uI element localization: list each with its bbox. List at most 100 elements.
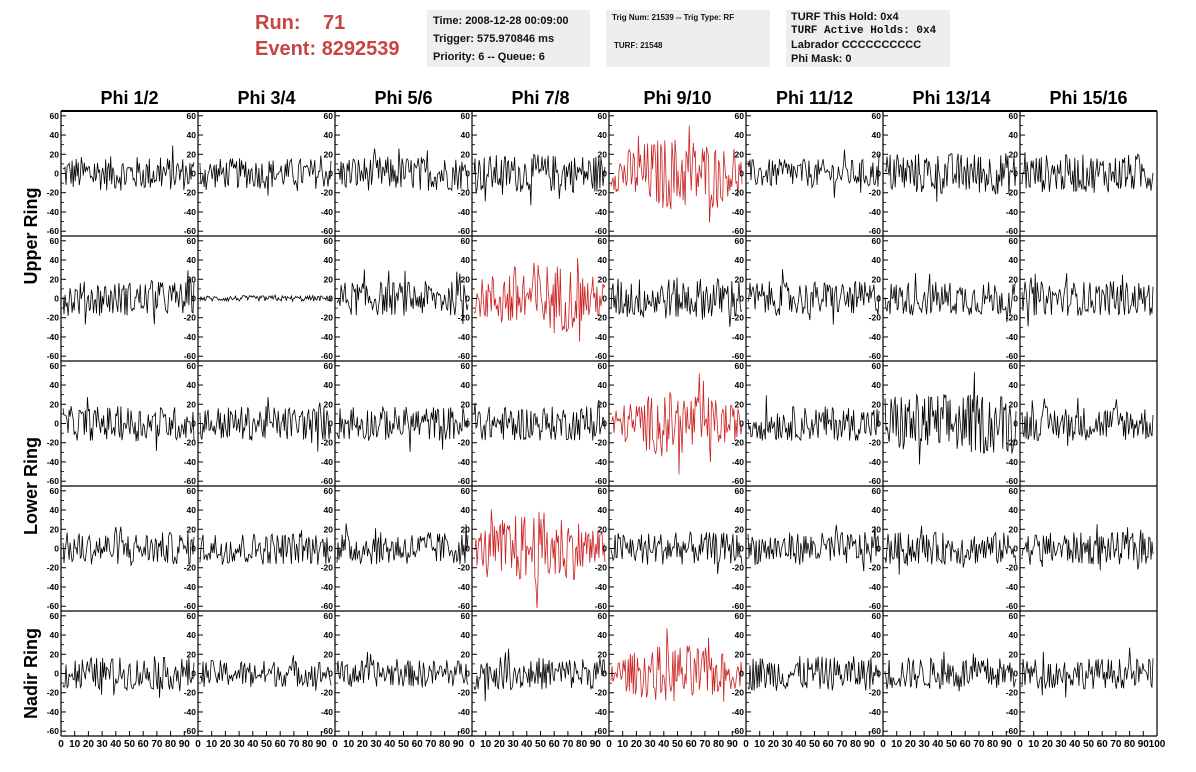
y-tick-label: -20 <box>869 188 882 198</box>
y-tick-label: -20 <box>595 438 608 448</box>
y-tick-label: -20 <box>869 313 882 323</box>
time-info-panel: Time: 2008-12-28 00:09:00 Trigger: 575.9… <box>427 10 590 67</box>
y-tick-label: -60 <box>869 726 882 736</box>
y-tick-label: 40 <box>187 380 197 390</box>
x-tick-label: 40 <box>932 739 944 750</box>
y-tick-label: -40 <box>321 582 334 592</box>
y-tick-label: 0 <box>739 294 744 304</box>
y-tick-label: 40 <box>598 255 608 265</box>
y-tick-label: 20 <box>461 399 471 409</box>
y-tick-label: -40 <box>732 207 745 217</box>
row-group-label: Lower Ring <box>21 437 41 535</box>
waveform-trace <box>747 149 880 198</box>
y-tick-label: -20 <box>595 563 608 573</box>
y-tick-label: 40 <box>1009 255 1019 265</box>
y-tick-label: 60 <box>598 236 608 246</box>
y-tick-label: 40 <box>598 380 608 390</box>
column-header: Phi 13/14 <box>912 88 990 108</box>
y-tick-label: 20 <box>735 274 745 284</box>
x-tick-label: 20 <box>905 739 917 750</box>
y-tick-label: -20 <box>47 688 60 698</box>
y-tick-label: -20 <box>1006 438 1019 448</box>
x-tick-label: 30 <box>782 739 794 750</box>
y-tick-label: 60 <box>872 236 882 246</box>
x-tick-label: 90 <box>1001 739 1013 750</box>
y-tick-label: 60 <box>598 111 608 121</box>
x-tick-label: 90 <box>453 739 465 750</box>
x-tick-label: 70 <box>973 739 985 750</box>
x-tick-label: 0 <box>469 739 475 750</box>
y-tick-label: -40 <box>595 207 608 217</box>
y-tick-label: 0 <box>328 669 333 679</box>
y-tick-label: 60 <box>461 611 471 621</box>
x-tick-label: 40 <box>795 739 807 750</box>
y-tick-label: -60 <box>47 351 60 361</box>
x-tick-label: 0 <box>1017 739 1023 750</box>
x-tick-label: 20 <box>220 739 232 750</box>
waveform-trace <box>473 153 606 206</box>
x-tick-label: 60 <box>412 739 424 750</box>
y-tick-label: 60 <box>324 236 334 246</box>
x-tick-label: 90 <box>727 739 739 750</box>
waveform-trace <box>473 648 606 702</box>
y-tick-label: 60 <box>735 611 745 621</box>
y-tick-label: 60 <box>187 111 197 121</box>
y-tick-label: 60 <box>872 111 882 121</box>
y-tick-label: 0 <box>602 544 607 554</box>
waveform-trace <box>1021 273 1154 327</box>
y-tick-label: 40 <box>598 130 608 140</box>
y-tick-label: -40 <box>732 707 745 717</box>
y-tick-label: -40 <box>458 582 471 592</box>
y-tick-label: 20 <box>1009 274 1019 284</box>
x-tick-label: 0 <box>606 739 612 750</box>
y-tick-label: 40 <box>50 130 60 140</box>
y-tick-label: -40 <box>458 207 471 217</box>
waveform-trace <box>884 525 1017 575</box>
x-tick-label: 10 <box>891 739 903 750</box>
y-tick-label: 40 <box>872 380 882 390</box>
y-tick-label: 20 <box>461 524 471 534</box>
y-tick-label: -40 <box>47 332 60 342</box>
y-tick-label: 0 <box>191 294 196 304</box>
x-tick-label: 80 <box>713 739 725 750</box>
y-tick-label: 40 <box>50 380 60 390</box>
y-tick-label: -60 <box>732 476 745 486</box>
y-tick-label: 40 <box>461 380 471 390</box>
y-tick-label: 40 <box>461 255 471 265</box>
y-tick-label: 20 <box>324 274 334 284</box>
y-tick-label: -20 <box>458 438 471 448</box>
y-tick-label: -60 <box>321 601 334 611</box>
y-tick-label: 60 <box>324 361 334 371</box>
x-tick-label: 70 <box>699 739 711 750</box>
x-tick-label: 80 <box>1124 739 1136 750</box>
x-tick-label: 0 <box>58 739 64 750</box>
x-tick-label: 50 <box>809 739 821 750</box>
y-tick-label: 0 <box>54 419 59 429</box>
y-tick-label: 0 <box>1013 669 1018 679</box>
x-tick-label: 50 <box>261 739 273 750</box>
y-tick-label: 0 <box>191 544 196 554</box>
x-tick-label: 40 <box>247 739 259 750</box>
y-tick-label: 20 <box>1009 149 1019 159</box>
y-tick-label: -60 <box>321 351 334 361</box>
y-tick-label: 40 <box>735 255 745 265</box>
waveform-trace <box>199 655 332 691</box>
x-tick-label: 10 <box>480 739 492 750</box>
y-tick-label: 40 <box>598 630 608 640</box>
column-header: Phi 11/12 <box>776 88 853 108</box>
y-tick-label: -20 <box>1006 563 1019 573</box>
x-tick-label: 30 <box>1056 739 1068 750</box>
y-tick-label: 40 <box>324 130 334 140</box>
y-tick-label: -20 <box>732 188 745 198</box>
y-tick-label: 40 <box>872 130 882 140</box>
y-tick-label: 40 <box>324 630 334 640</box>
y-tick-label: 0 <box>1013 294 1018 304</box>
y-tick-label: -60 <box>732 351 745 361</box>
y-tick-label: 20 <box>187 524 197 534</box>
y-tick-label: 0 <box>54 294 59 304</box>
y-tick-label: -60 <box>595 601 608 611</box>
y-tick-label: -60 <box>595 351 608 361</box>
waveform-trace <box>610 373 743 475</box>
y-tick-label: 60 <box>598 361 608 371</box>
waveform-trace <box>199 294 332 303</box>
